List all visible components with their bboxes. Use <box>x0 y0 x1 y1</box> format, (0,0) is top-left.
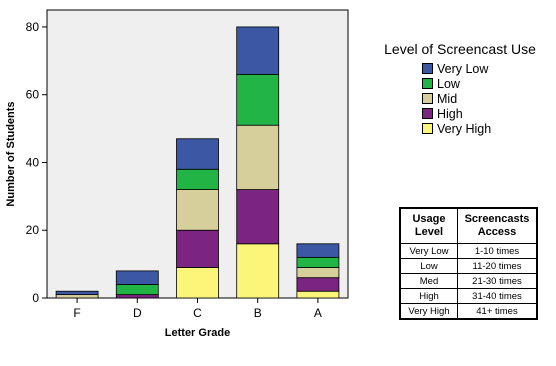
legend-label: Mid <box>437 91 458 106</box>
x-tick-label: F <box>73 306 80 320</box>
legend-swatch <box>422 93 433 104</box>
bar-segment-B-very-high <box>236 243 280 299</box>
table-header-screencasts-access: Screencasts Access <box>457 207 538 244</box>
x-tick-label: A <box>314 306 322 320</box>
legend-item: Low <box>422 76 548 91</box>
y-axis: 0 20 40 60 80 <box>26 20 47 305</box>
bar-segment-F-very-low <box>55 290 99 296</box>
table-row: Very High 41+ times <box>399 303 538 320</box>
table-cell-level: Very High <box>399 303 458 320</box>
legend-item: Mid <box>422 91 548 106</box>
y-tick-label: 0 <box>32 291 39 305</box>
bar-segment-C-low <box>176 168 219 190</box>
y-tick-label: 60 <box>26 88 40 102</box>
table-cell-access: 1-10 times <box>457 243 538 259</box>
table-cell-level: Med <box>399 273 458 289</box>
bar-segment-D-low <box>115 284 159 296</box>
table-header-usage-level: Usage Level <box>399 207 458 244</box>
legend-label: High <box>437 106 463 121</box>
table-row: Low 11-20 times <box>399 258 538 274</box>
bar-segment-B-low <box>236 73 280 126</box>
table-row: Med 21-30 times <box>399 273 538 289</box>
table-row: High 31-40 times <box>399 288 538 304</box>
legend-swatch <box>422 108 433 119</box>
legend-items: Very Low Low Mid High Very High <box>422 61 548 136</box>
table-cell-access: 41+ times <box>457 303 538 320</box>
y-tick-label: 80 <box>26 20 40 34</box>
bar-segment-D-very-low <box>115 270 159 285</box>
x-tick-label: C <box>193 306 202 320</box>
table-cell-level: Very Low <box>399 243 458 259</box>
y-axis-label: Number of Students <box>5 101 17 206</box>
legend-item: Very High <box>422 121 548 136</box>
bar-segment-A-mid <box>296 267 340 279</box>
x-tick-label: B <box>254 306 262 320</box>
legend-swatch <box>422 78 433 89</box>
legend: Level of Screencast Use Very Low Low Mid Hi… <box>372 42 548 136</box>
table-row: Very Low 1-10 times <box>399 243 538 259</box>
bar-segment-C-very-high <box>176 267 219 299</box>
bars <box>55 26 340 299</box>
table-header-row: Usage Level Screencasts Access <box>399 207 538 244</box>
y-tick-label: 20 <box>26 223 40 237</box>
bar-segment-A-low <box>296 256 340 268</box>
table-cell-level: High <box>399 288 458 304</box>
bar-segment-B-mid <box>236 124 280 190</box>
bar-segment-F-mid <box>55 294 99 299</box>
usage-level-table: Usage Level Screencasts Access Very Low … <box>399 207 538 320</box>
bar-segment-A-very-low <box>296 243 340 258</box>
legend-item: High <box>422 106 548 121</box>
legend-item: Very Low <box>422 61 548 76</box>
x-axis-label: Letter Grade <box>165 327 230 339</box>
legend-label: Very Low <box>437 61 489 76</box>
legend-label: Very High <box>437 121 492 136</box>
table-cell-access: 21-30 times <box>457 273 538 289</box>
legend-title: Level of Screencast Use <box>384 41 536 57</box>
bar-segment-D-high <box>115 294 159 299</box>
legend-swatch <box>422 63 433 74</box>
bar-segment-A-very-high <box>296 290 340 299</box>
table-cell-access: 31-40 times <box>457 288 538 304</box>
x-tick-label: D <box>133 306 142 320</box>
legend-swatch <box>422 123 433 134</box>
bar-segment-B-high <box>236 189 280 245</box>
table-cell-access: 11-20 times <box>457 258 538 274</box>
bar-segment-B-very-low <box>236 26 280 75</box>
bar-segment-C-mid <box>176 189 219 231</box>
bar-segment-C-high <box>176 229 219 268</box>
y-tick-label: 40 <box>26 155 40 169</box>
legend-label: Low <box>437 76 460 91</box>
table-cell-level: Low <box>399 258 458 274</box>
bar-segment-C-very-low <box>176 138 219 170</box>
bar-segment-A-high <box>296 277 340 292</box>
